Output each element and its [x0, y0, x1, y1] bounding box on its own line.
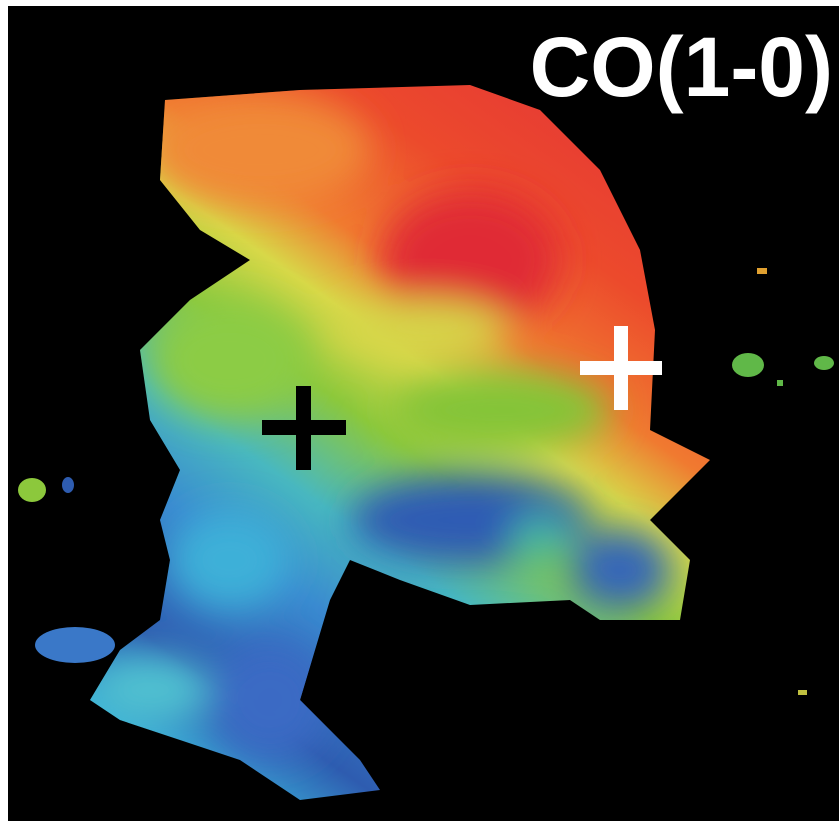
- line-label: CO(1-0): [530, 20, 833, 114]
- velocity-map: CO(1-0): [0, 0, 839, 826]
- page: CO(1-0) (() => { const data = JSON.parse…: [0, 0, 839, 826]
